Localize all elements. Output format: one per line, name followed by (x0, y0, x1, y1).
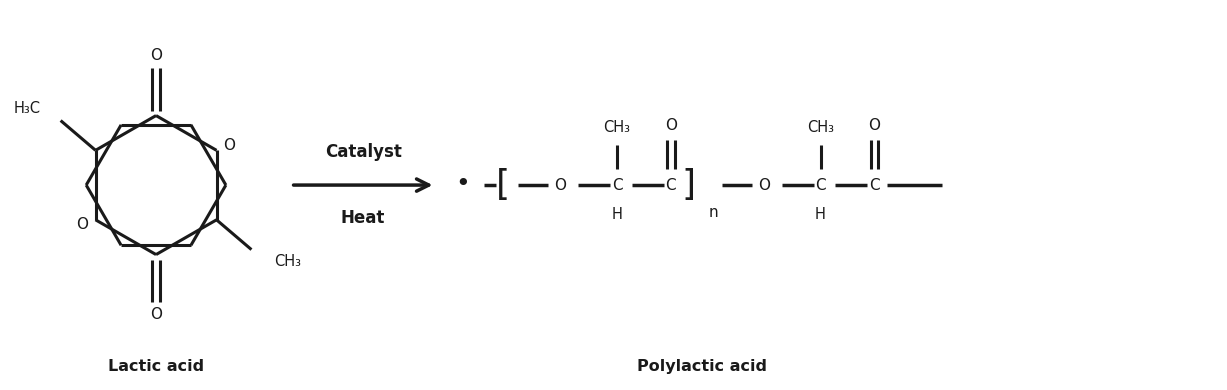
Text: O: O (150, 307, 162, 322)
Text: n: n (709, 206, 719, 220)
Text: H: H (815, 207, 826, 222)
Text: O: O (150, 48, 162, 64)
Text: O: O (223, 138, 236, 153)
Text: CH₃: CH₃ (604, 120, 631, 135)
Text: Polylactic acid: Polylactic acid (637, 359, 767, 374)
Text: [: [ (496, 168, 510, 202)
Text: C: C (815, 177, 826, 193)
Text: C: C (869, 177, 880, 193)
Text: Lactic acid: Lactic acid (108, 359, 204, 374)
Text: •: • (455, 172, 470, 196)
Text: Heat: Heat (341, 209, 385, 227)
Text: ]: ] (682, 168, 696, 202)
Text: Catalyst: Catalyst (325, 143, 401, 161)
Text: H₃C: H₃C (13, 101, 40, 116)
Text: O: O (665, 118, 677, 133)
Text: O: O (555, 177, 566, 193)
Text: O: O (869, 118, 881, 133)
Text: CH₃: CH₃ (807, 120, 834, 135)
Text: H: H (611, 207, 622, 222)
Text: O: O (757, 177, 769, 193)
Text: C: C (612, 177, 622, 193)
Text: C: C (665, 177, 676, 193)
Text: O: O (76, 217, 88, 232)
Text: CH₃: CH₃ (275, 254, 302, 269)
